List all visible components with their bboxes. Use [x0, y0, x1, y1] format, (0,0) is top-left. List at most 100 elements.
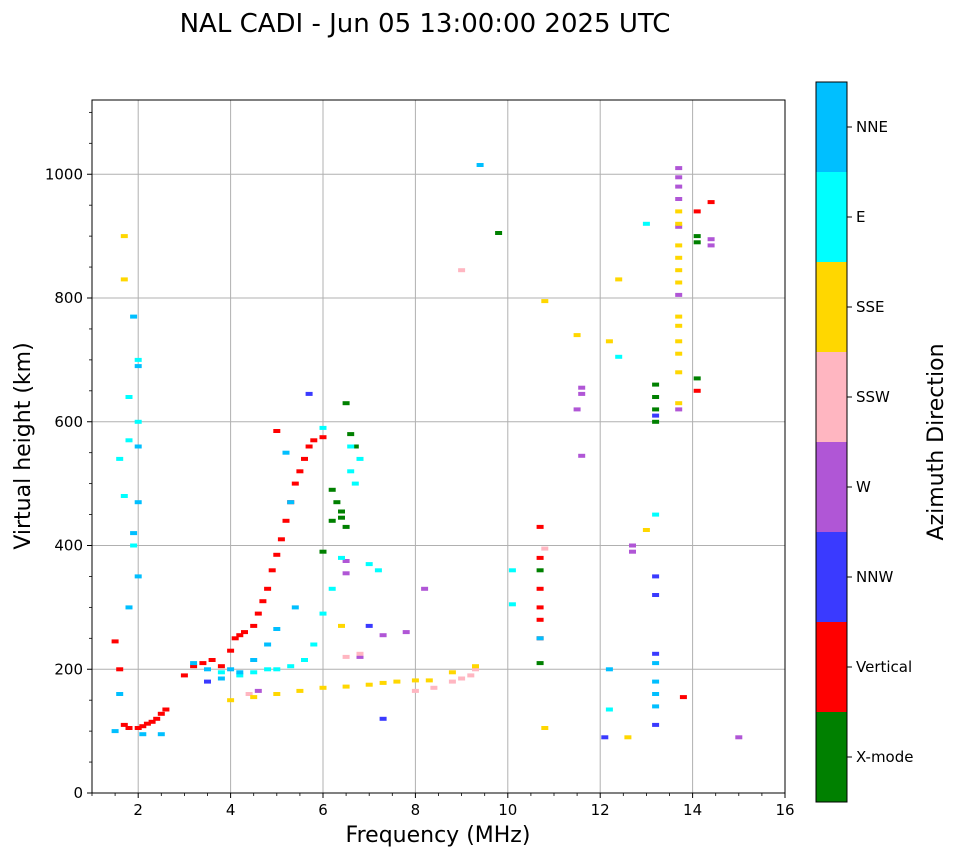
data-point	[319, 685, 327, 690]
data-point	[541, 299, 549, 304]
data-point	[541, 726, 549, 730]
data-point	[379, 633, 387, 638]
data-point	[356, 654, 364, 659]
data-point	[120, 277, 128, 282]
data-point	[120, 494, 128, 498]
series-vertical	[111, 200, 715, 730]
data-point	[153, 716, 161, 721]
data-point	[204, 679, 211, 684]
data-point	[217, 664, 225, 669]
data-point	[615, 277, 623, 282]
data-point	[130, 314, 138, 319]
data-point	[125, 438, 133, 443]
plot-frame	[91, 99, 786, 794]
data-point	[328, 586, 336, 591]
x-axis-ticks: 2 4 6 8 10 12 14 16	[91, 793, 795, 819]
data-point	[693, 388, 701, 393]
data-point	[374, 568, 382, 573]
data-point	[120, 722, 128, 727]
data-point	[301, 658, 308, 662]
data-point	[134, 419, 142, 424]
colorbar-segment	[816, 622, 847, 712]
x-tick-label: 8	[411, 801, 421, 819]
colorbar-label: SSW	[856, 388, 890, 406]
data-point	[356, 651, 364, 656]
series-w	[254, 166, 743, 740]
data-point	[472, 664, 479, 669]
x-tick-label: 10	[498, 801, 517, 819]
data-point	[652, 593, 660, 597]
colorbar-label: SSE	[856, 298, 885, 316]
data-point	[116, 456, 124, 461]
data-point	[652, 382, 660, 387]
colorbar-label: NNE	[856, 118, 888, 136]
data-point	[675, 268, 683, 273]
data-point	[735, 735, 743, 740]
x-tick-label: 12	[591, 801, 610, 819]
data-point	[250, 670, 258, 675]
data-point	[208, 658, 216, 662]
x-tick-label: 2	[133, 801, 143, 819]
data-point	[143, 721, 151, 726]
data-point	[342, 559, 350, 563]
data-point	[693, 209, 701, 214]
data-point	[277, 537, 285, 542]
data-point	[578, 453, 586, 458]
data-point	[273, 692, 281, 696]
data-point	[476, 163, 484, 167]
data-point	[282, 450, 290, 455]
colorbar-label: E	[856, 208, 865, 226]
data-point	[652, 419, 660, 424]
data-point	[536, 636, 544, 641]
data-point	[652, 704, 660, 709]
y-tick-label: 400	[54, 537, 83, 555]
colorbar-label: W	[856, 478, 871, 496]
data-point	[139, 724, 147, 729]
data-point	[351, 444, 359, 449]
data-point	[319, 549, 327, 554]
data-point	[536, 568, 544, 573]
data-point	[508, 568, 516, 573]
data-point	[338, 623, 345, 628]
data-point	[707, 237, 715, 242]
data-point	[347, 469, 355, 474]
x-tick-label: 16	[775, 801, 794, 819]
data-point	[287, 664, 295, 669]
data-point	[495, 231, 503, 235]
data-point	[342, 684, 350, 689]
data-point	[301, 456, 308, 461]
data-point	[190, 661, 198, 666]
data-point	[573, 407, 581, 412]
data-point	[675, 314, 683, 319]
data-point	[536, 617, 544, 622]
data-point	[231, 636, 239, 641]
data-point	[342, 571, 350, 576]
data-point	[347, 432, 355, 437]
y-tick-label: 800	[54, 289, 83, 307]
data-point	[130, 543, 138, 548]
y-tick-label: 0	[73, 784, 83, 802]
data-point	[319, 435, 327, 440]
data-point	[421, 586, 429, 591]
data-point	[707, 200, 715, 205]
data-point	[615, 354, 623, 359]
data-point	[652, 692, 660, 696]
data-point	[139, 732, 147, 737]
data-point	[296, 688, 304, 693]
data-point	[448, 670, 456, 675]
data-point	[162, 707, 170, 712]
data-point	[250, 623, 258, 628]
colorbar-label: X-mode	[856, 748, 913, 766]
data-point	[287, 500, 295, 505]
data-point	[411, 678, 419, 683]
data-point	[472, 667, 479, 672]
data-point	[675, 339, 683, 344]
data-point	[605, 707, 613, 712]
data-point	[180, 673, 188, 678]
series-nne	[111, 163, 660, 737]
data-point	[675, 292, 683, 297]
x-axis-label: Frequency (MHz)	[346, 823, 531, 848]
data-point	[578, 391, 586, 396]
data-point	[125, 605, 133, 610]
